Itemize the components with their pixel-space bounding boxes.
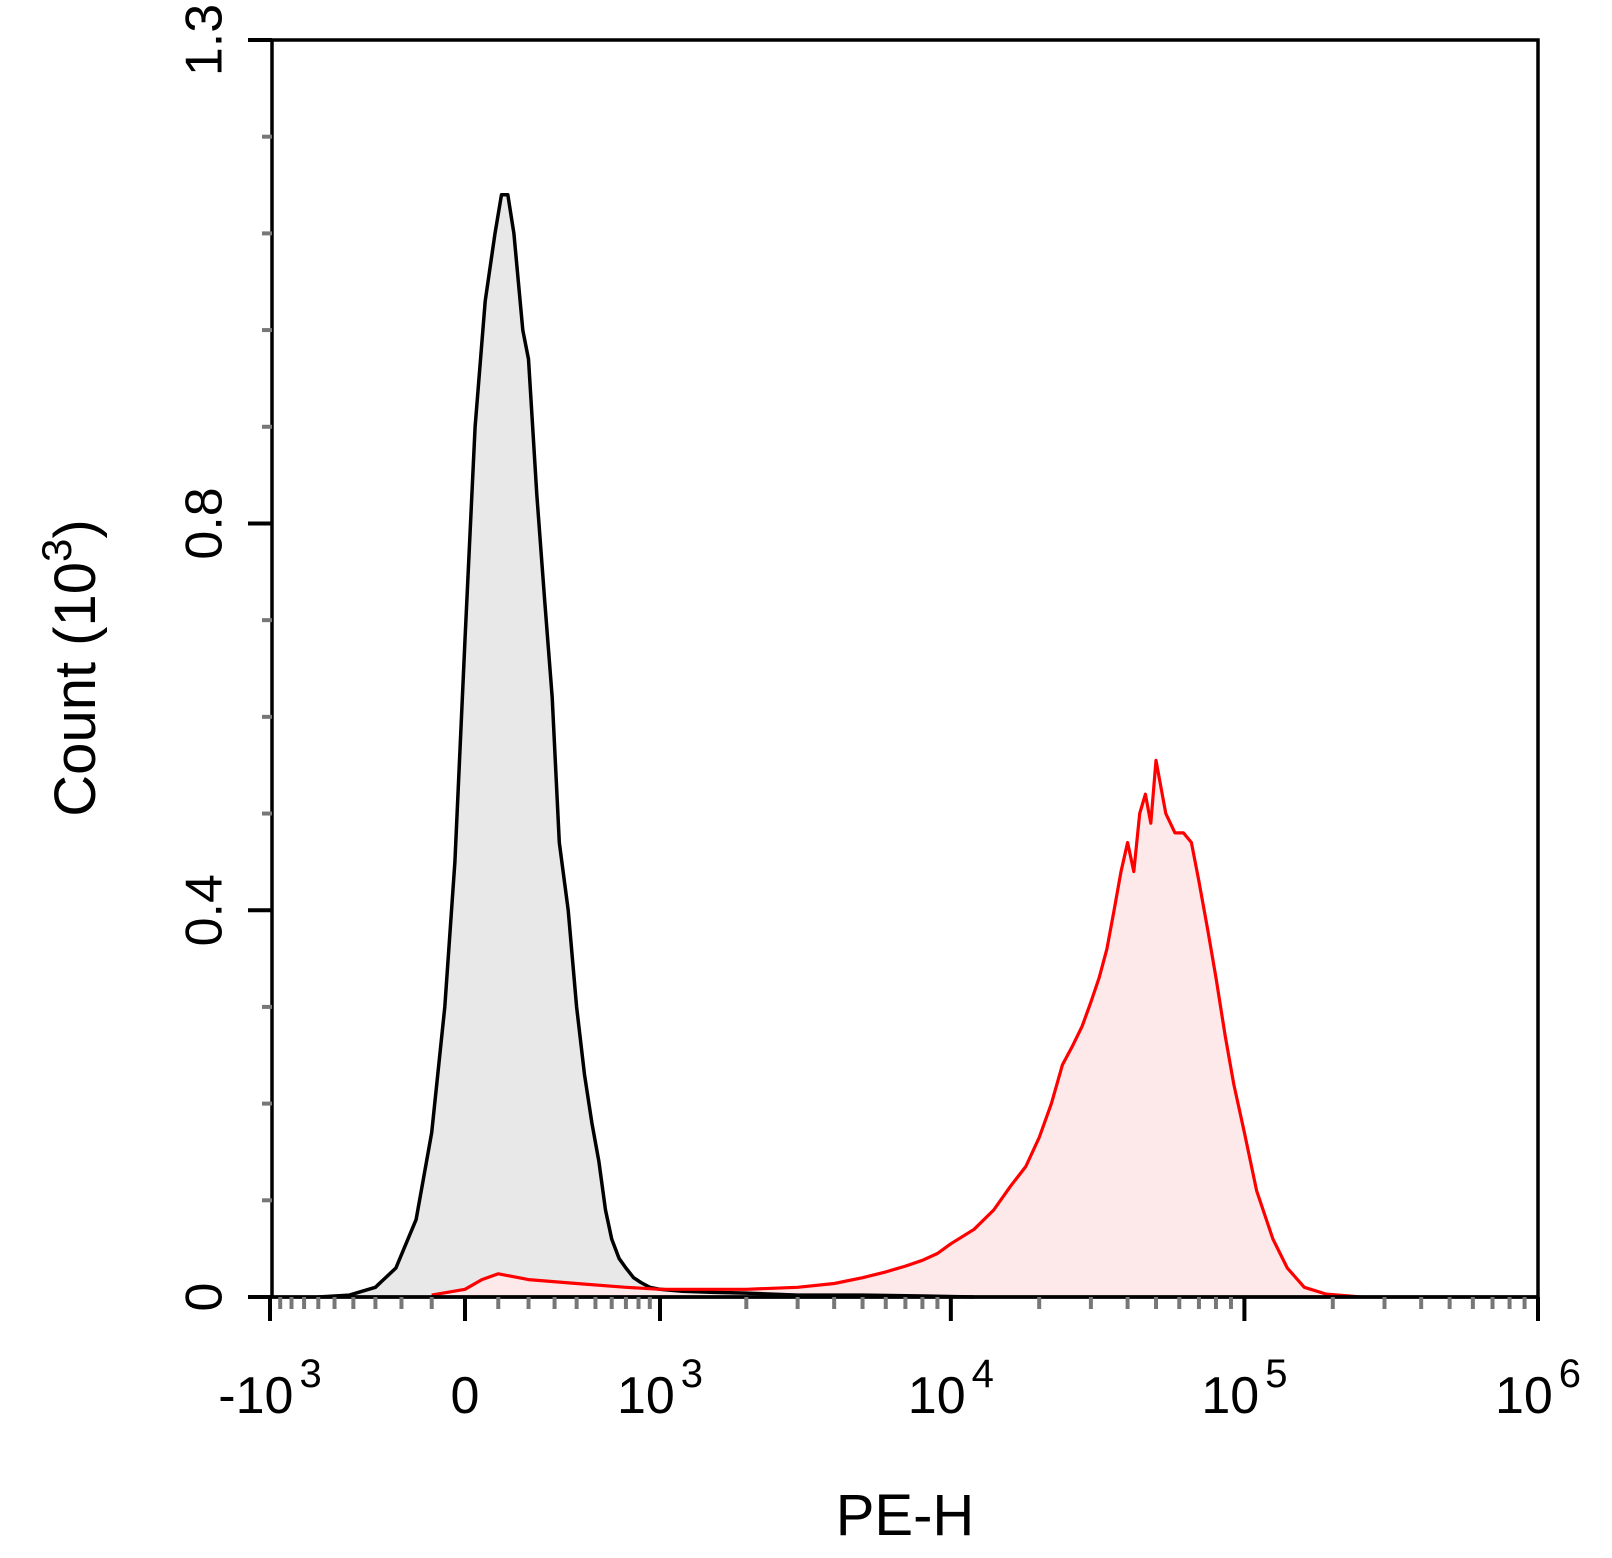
x-tick-label: 10 3 — [617, 1352, 703, 1425]
x-tick-label-base: 10 — [1201, 1367, 1259, 1425]
y-axis-title-base: Count (10 — [43, 562, 108, 817]
x-tick-label: 10 6 — [1495, 1352, 1581, 1425]
x-axis: -10 3 0 10 3 10 4 10 5 10 6 — [218, 1297, 1581, 1425]
x-tick-label-base: 10 — [908, 1367, 966, 1425]
x-tick-label-exponent: 5 — [1265, 1352, 1287, 1396]
series-stained-line — [431, 758, 1362, 1299]
y-axis-title-close: ) — [43, 519, 108, 538]
x-tick-label-exponent: 4 — [972, 1352, 994, 1396]
x-tick-label: 10 5 — [1201, 1352, 1287, 1425]
y-tick-label: 0 — [176, 1283, 234, 1312]
x-tick-label-exponent: 3 — [681, 1352, 703, 1396]
y-tick-label: 1.3 — [176, 4, 234, 76]
x-tick-label-base: 10 — [1495, 1367, 1553, 1425]
series-stained-fill — [431, 760, 1362, 1297]
x-axis-title: PE-H — [836, 1483, 975, 1548]
series-control-line — [318, 192, 975, 1299]
y-axis: 0 0.4 0.8 1.3 — [176, 4, 272, 1312]
y-tick-label: 0.8 — [176, 487, 234, 559]
histogram-fills — [318, 194, 1362, 1298]
x-tick-label-exponent: 3 — [299, 1352, 321, 1396]
x-tick-label-base: 0 — [451, 1367, 480, 1425]
y-axis-title-exponent: 3 — [33, 539, 80, 562]
y-tick-label: 0.4 — [176, 874, 234, 946]
x-tick-label: 0 — [451, 1367, 480, 1425]
y-axis-title: Count (103) — [33, 519, 108, 816]
series-control-fill — [318, 194, 975, 1298]
x-tick-label: 10 4 — [908, 1352, 994, 1425]
x-tick-label-base: -10 — [218, 1367, 293, 1425]
x-tick-label: -10 3 — [218, 1352, 321, 1425]
x-tick-label-base: 10 — [617, 1367, 675, 1425]
x-tick-label-exponent: 6 — [1559, 1352, 1581, 1396]
